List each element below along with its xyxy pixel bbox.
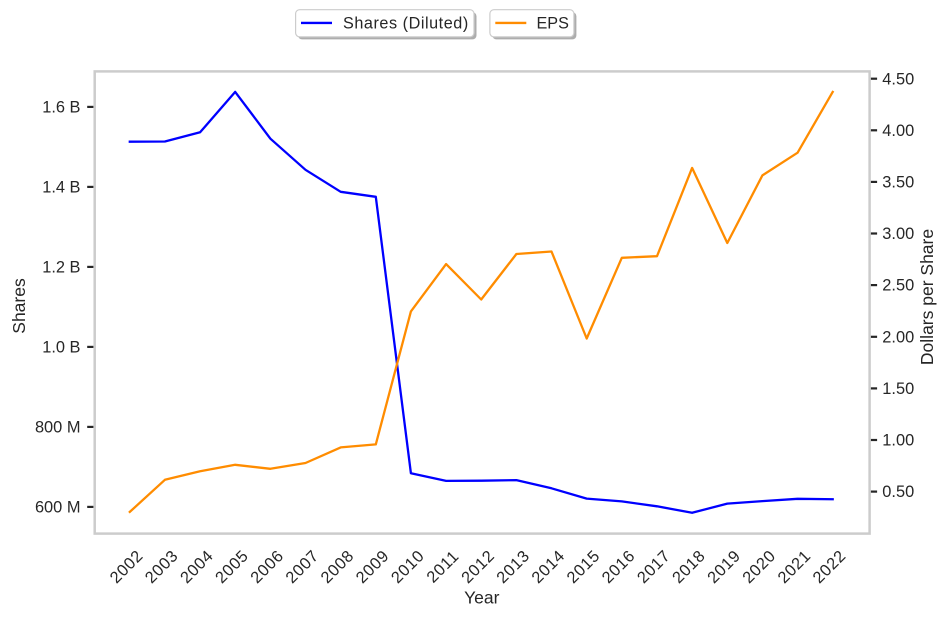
svg-text:1.2 B: 1.2 B	[42, 259, 80, 277]
svg-text:0.50: 0.50	[882, 483, 914, 501]
svg-text:1.0 B: 1.0 B	[42, 339, 80, 357]
svg-text:3.00: 3.00	[882, 225, 914, 243]
svg-text:1.00: 1.00	[882, 432, 914, 450]
svg-text:800 M: 800 M	[35, 419, 81, 437]
svg-text:Year: Year	[464, 588, 500, 608]
svg-text:600 M: 600 M	[35, 499, 81, 517]
svg-text:1.6 B: 1.6 B	[42, 99, 80, 117]
svg-text:2.00: 2.00	[882, 328, 914, 346]
svg-text:3.50: 3.50	[882, 174, 914, 192]
svg-text:Shares: Shares	[9, 278, 29, 334]
svg-text:4.50: 4.50	[882, 70, 914, 88]
svg-text:4.00: 4.00	[882, 122, 914, 140]
svg-text:EPS: EPS	[537, 15, 570, 33]
svg-text:Shares (Diluted): Shares (Diluted)	[343, 15, 469, 33]
svg-text:1.50: 1.50	[882, 380, 914, 398]
svg-text:Dollars per Share: Dollars per Share	[917, 229, 937, 365]
svg-text:1.4 B: 1.4 B	[42, 179, 80, 197]
svg-text:2.50: 2.50	[882, 277, 914, 295]
